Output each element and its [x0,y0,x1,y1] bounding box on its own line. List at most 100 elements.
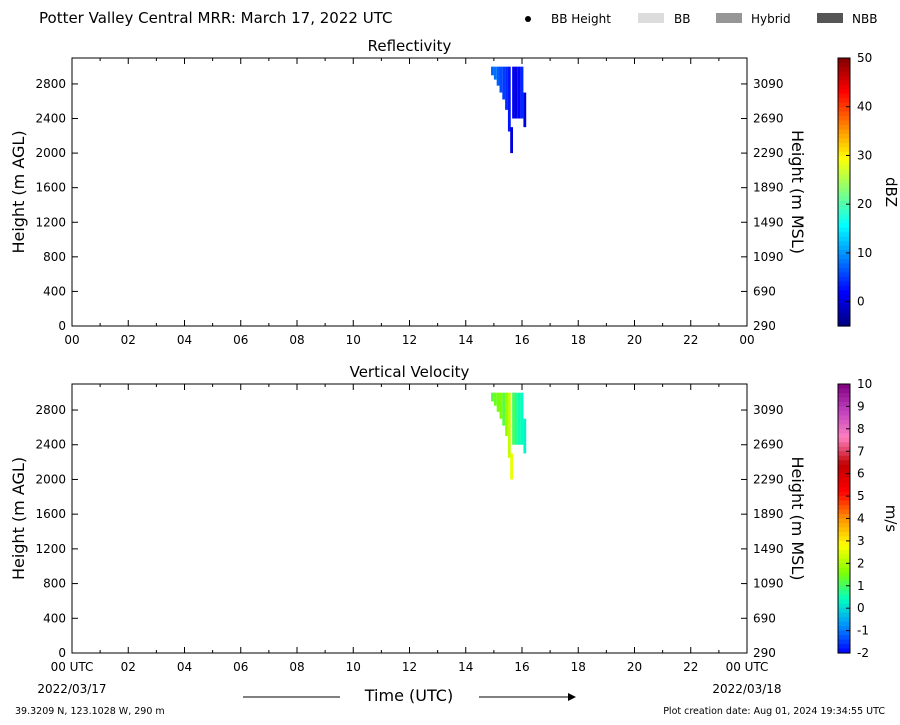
x-tick-label: 04 [177,660,192,674]
colorbar-segment [838,156,850,162]
data-column [514,66,518,119]
colorbar-segment [838,527,850,533]
data-column [493,392,497,406]
data-column [507,392,511,458]
colorbar-segment [838,294,850,300]
data-column [505,392,508,437]
colorbar-segment [838,446,850,452]
colorbar-segment [838,424,850,430]
x-tick-label: 20 [627,333,642,347]
colorbar-segment [838,227,850,233]
colorbar-segment [838,308,850,314]
y-tick-label: 400 [43,284,66,298]
colorbar-segment [838,478,850,484]
plot-frame [71,383,748,654]
plot-creation-date: Plot creation date: Aug 01, 2024 19:34:5… [663,706,885,717]
colorbar-segment [838,460,850,466]
x-tick-label: 10 [346,660,361,674]
colorbar-segment [838,232,850,238]
colorbar-segment [838,62,850,68]
y-right-tick-label: 3090 [753,403,784,417]
colorbar-segment [838,648,850,654]
colorbar-segment [838,209,850,215]
colorbar-tick-label: 10 [857,246,872,260]
y-tick-label: 0 [58,646,66,660]
y-tick-label: 800 [43,577,66,591]
y-axis-label-right: Height (m MSL) [788,130,807,254]
x-tick-label: 02 [121,660,136,674]
x-tick-label: 20 [627,660,642,674]
colorbar-segment [838,200,850,206]
data-column [510,127,513,154]
colorbar-segment [838,644,850,650]
colorbar-segment [838,241,850,247]
colorbar-segment [838,317,850,323]
x-tick-label: 08 [289,660,304,674]
y-right-tick-label: 3090 [753,77,784,91]
y-tick-label: 400 [43,611,66,625]
colorbar-segment [838,384,850,390]
colorbar-segment [838,58,850,64]
x-tick-label: 12 [402,333,417,347]
colorbar-segment [838,196,850,202]
colorbar-segment [838,125,850,131]
end-date: 2022/03/18 [712,682,781,696]
x-tick-label: 18 [571,660,586,674]
data-column [496,66,500,86]
colorbar-segment [838,576,850,582]
colorbar-segment [838,608,850,614]
colorbar-segment [838,594,850,600]
colorbar-segment [838,80,850,86]
x-tick-label: 06 [233,333,248,347]
y-axis-label: Height (m AGL) [9,130,28,253]
x-tick-label: 08 [289,333,304,347]
data-column [510,453,513,480]
plot-frame [71,57,748,327]
x-tick-label: 14 [458,333,473,347]
colorbar-segment [838,487,850,493]
colorbar-segment [838,236,850,242]
y-tick-label: 2400 [35,438,66,452]
colorbar-segment [838,522,850,529]
y-right-tick-label: 2690 [753,112,784,126]
y-axis-label-right: Height (m MSL) [788,456,807,580]
x-tick-label: 22 [683,660,698,674]
colorbar-segment [838,617,850,623]
data-column [520,392,524,445]
data-column [502,392,506,426]
colorbar-segment [838,151,850,157]
colorbar-segment [838,133,850,139]
y-axis-label: Height (m AGL) [9,457,28,580]
data-column [523,418,527,454]
colorbar-segment [838,321,850,327]
x-tick-label: 14 [458,660,473,674]
x-tick-label: 18 [571,333,586,347]
colorbar-segment [838,142,850,148]
colorbar-tick-label: 5 [857,489,865,503]
colorbar-segment [838,554,850,560]
x-tick-label: 16 [514,333,529,347]
colorbar-tick-label: -2 [857,646,869,660]
legend-label-bb: BB [674,12,690,26]
y-tick-label: 2400 [35,112,66,126]
y-right-tick-label: 1090 [753,577,784,591]
y-right-tick-label: 690 [753,284,776,298]
colorbar-segment [838,612,850,618]
colorbar-segment [838,603,850,609]
panel-title: Vertical Velocity [350,363,470,381]
colorbar-segment [838,549,850,555]
colorbar-segment [838,419,850,425]
colorbar-segment [838,518,850,524]
data-column [491,392,494,402]
colorbar-segment [838,192,850,198]
colorbar-segment [838,250,850,256]
colorbar-segment [838,174,850,180]
y-tick-label: 800 [43,250,66,264]
colorbar-segment [838,455,850,461]
colorbar-frame [837,57,851,327]
colorbar-segment [838,581,850,587]
legend-swatch-bb [638,13,664,23]
station-location: 39.3209 N, 123.1028 W, 290 m [15,706,165,717]
start-date: 2022/03/17 [37,682,106,696]
